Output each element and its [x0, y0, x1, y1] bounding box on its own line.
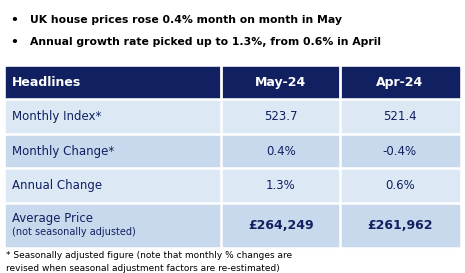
Text: -0.4%: -0.4%	[383, 145, 417, 158]
Text: * Seasonally adjusted figure (note that monthly % changes are
revised when seaso: * Seasonally adjusted figure (note that …	[6, 251, 292, 273]
Text: Headlines: Headlines	[12, 76, 81, 90]
Text: Monthly Index*: Monthly Index*	[12, 110, 101, 123]
Bar	[6, 99, 459, 134]
Text: Annual Change: Annual Change	[12, 179, 102, 192]
Text: (not seasonally adjusted): (not seasonally adjusted)	[12, 227, 136, 238]
Text: £264,249: £264,249	[248, 219, 313, 232]
Text: 523.7: 523.7	[264, 110, 298, 123]
Text: 1.3%: 1.3%	[266, 179, 296, 192]
Text: £261,962: £261,962	[367, 219, 432, 232]
Text: 521.4: 521.4	[383, 110, 417, 123]
Bar	[6, 67, 459, 99]
Text: UK house prices rose 0.4% month on month in May: UK house prices rose 0.4% month on month…	[30, 16, 342, 25]
Text: Annual growth rate picked up to 1.3%, from 0.6% in April: Annual growth rate picked up to 1.3%, fr…	[30, 37, 381, 47]
Text: 0.6%: 0.6%	[385, 179, 415, 192]
Text: 0.4%: 0.4%	[266, 145, 296, 158]
Bar	[6, 168, 459, 203]
Text: •: •	[10, 36, 18, 49]
Bar	[6, 203, 459, 248]
Text: Average Price: Average Price	[12, 212, 93, 225]
Text: Monthly Change*: Monthly Change*	[12, 145, 114, 158]
Text: •: •	[10, 14, 18, 27]
Text: Apr-24: Apr-24	[376, 76, 424, 90]
Bar	[6, 134, 459, 168]
Text: May-24: May-24	[255, 76, 306, 90]
